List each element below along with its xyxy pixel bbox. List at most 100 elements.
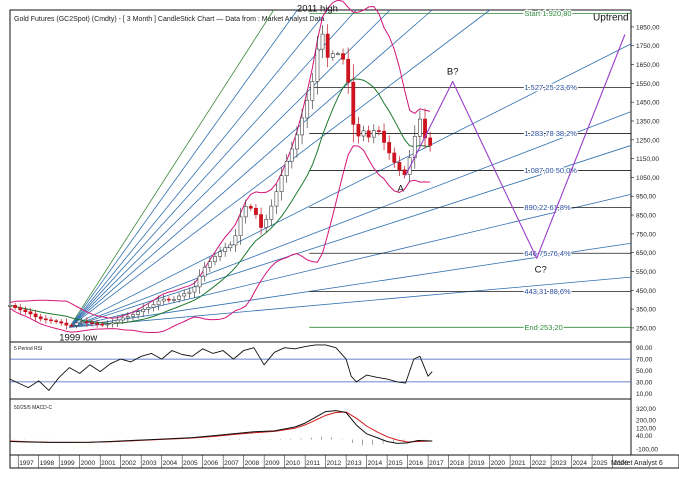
y-tick-label-main: 1850,00 [636,24,660,31]
candle-body-10 [54,320,59,323]
gann-fan-line-2 [69,9,298,328]
candle-body-45 [233,235,238,246]
candle-body-41 [213,256,217,262]
candle-body-64 [330,53,335,58]
candle-body-16 [84,321,89,323]
candle-body-3 [18,307,23,311]
x-tick-label: 2001 [101,460,116,467]
gann-fan-line-4 [69,9,357,328]
x-tick-label: 2023 [552,460,567,467]
candle-body-55 [284,160,289,177]
x-tick-label: 2017 [429,460,444,467]
candle-body-15 [79,321,84,324]
candle-body-18 [95,323,100,325]
candle-body-60 [310,81,315,101]
candle-body-26 [136,311,140,315]
lower-band-line [9,145,431,333]
macd-panel-label: 50/25/5 MACD-C [14,405,52,411]
fib-level-label-7: 443,31 88,6% [524,287,571,296]
candle-body-58 [300,117,304,136]
candle-body-47 [243,206,248,218]
candle-body-34 [177,295,181,300]
fib-level-label-8: End 253,20 [524,323,562,332]
candle-body-25 [131,314,135,317]
candle-body-83 [428,137,433,146]
candle-body-7 [38,316,43,320]
candle-body-66 [341,53,345,60]
upper-band-line [9,0,431,319]
candle-body-67 [346,58,351,83]
gann-fan-line-5 [69,9,391,328]
fib-level-label-6: 646,75 76,4% [524,249,571,258]
gann-fan-line-3 [69,9,329,328]
x-tick-label: 2018 [450,460,465,467]
y-tick-label-rsi: 50,00 [636,368,653,375]
candle-body-22 [115,319,120,324]
rsi-line [9,344,433,391]
candle-body-30 [156,300,161,306]
candle-body-42 [218,251,222,257]
y-tick-label-rsi: 90,00 [636,345,653,352]
candle-body-52 [269,205,274,220]
y-tick-label-rsi: 10,00 [636,391,653,398]
candle-body-73 [377,130,381,132]
candle-body-70 [361,130,366,137]
moving-average-line [9,78,431,324]
y-tick-label-main: 250,00 [636,325,656,332]
x-tick-label: 2024 [573,460,588,467]
y-tick-label-macd: 40,00 [636,433,653,440]
x-tick-label: 2014 [368,460,383,467]
candle-body-69 [356,124,361,137]
fib-level-label-5: 890,22 61,8% [524,203,571,212]
candle-body-81 [418,118,422,137]
candle-body-2 [13,305,18,308]
candle-body-9 [49,319,53,322]
x-tick-label: 2002 [122,460,137,467]
candle-body-27 [141,308,146,313]
fib-level-label-4: 1.087,00 50,0% [524,166,577,175]
y-tick-label-macd: -100,00 [636,447,658,454]
x-tick-label: 2000 [81,460,96,467]
x-tick-label: 2016 [409,460,424,467]
candle-body-79 [407,157,412,175]
x-tick-label: 2006 [204,460,219,467]
candle-body-48 [248,206,253,209]
y-tick-label-main: 1050,00 [636,175,660,182]
annotation-1999-low: 1999 low [59,332,97,343]
candle-body-35 [182,293,187,297]
y-tick-label-macd: 120,00 [636,425,656,432]
candle-body-21 [110,322,115,325]
candle-body-59 [305,99,310,119]
x-tick-label: 2003 [142,460,157,467]
candle-body-51 [264,219,269,228]
y-tick-label-main: 1750,00 [636,43,660,50]
x-tick-label: 2005 [183,460,198,467]
y-tick-label-main: 350,00 [636,307,656,314]
candle-body-44 [228,244,233,249]
rsi-indicator [9,344,631,391]
x-tick-label: 2013 [347,460,362,467]
x-tick-label: 2022 [532,460,547,467]
annotation-b: B? [447,66,459,77]
candle-body-75 [387,142,392,154]
x-tick-label: 2010 [286,460,301,467]
candle-body-4 [23,309,28,313]
candle-body-23 [120,317,125,321]
candle-body-63 [325,33,330,58]
axis-panel-frame [9,454,679,469]
candle-body-56 [289,148,294,162]
projection-path [405,34,626,259]
gann-fan-line-10 [69,145,632,328]
fib-level-label-2: 1.527,25 23,6% [524,83,577,92]
annotation-c: C? [535,264,547,275]
x-tick-label: 2015 [388,460,403,467]
candle-body-19 [100,323,105,326]
fib-level-label-3: 1.283,78 38,2% [524,129,577,138]
candle-body-14 [74,322,79,326]
gann-fan-line-9 [69,111,632,328]
gann-fan-line-8 [69,43,632,328]
macd-indicator [9,410,433,446]
candle-body-65 [336,53,340,55]
